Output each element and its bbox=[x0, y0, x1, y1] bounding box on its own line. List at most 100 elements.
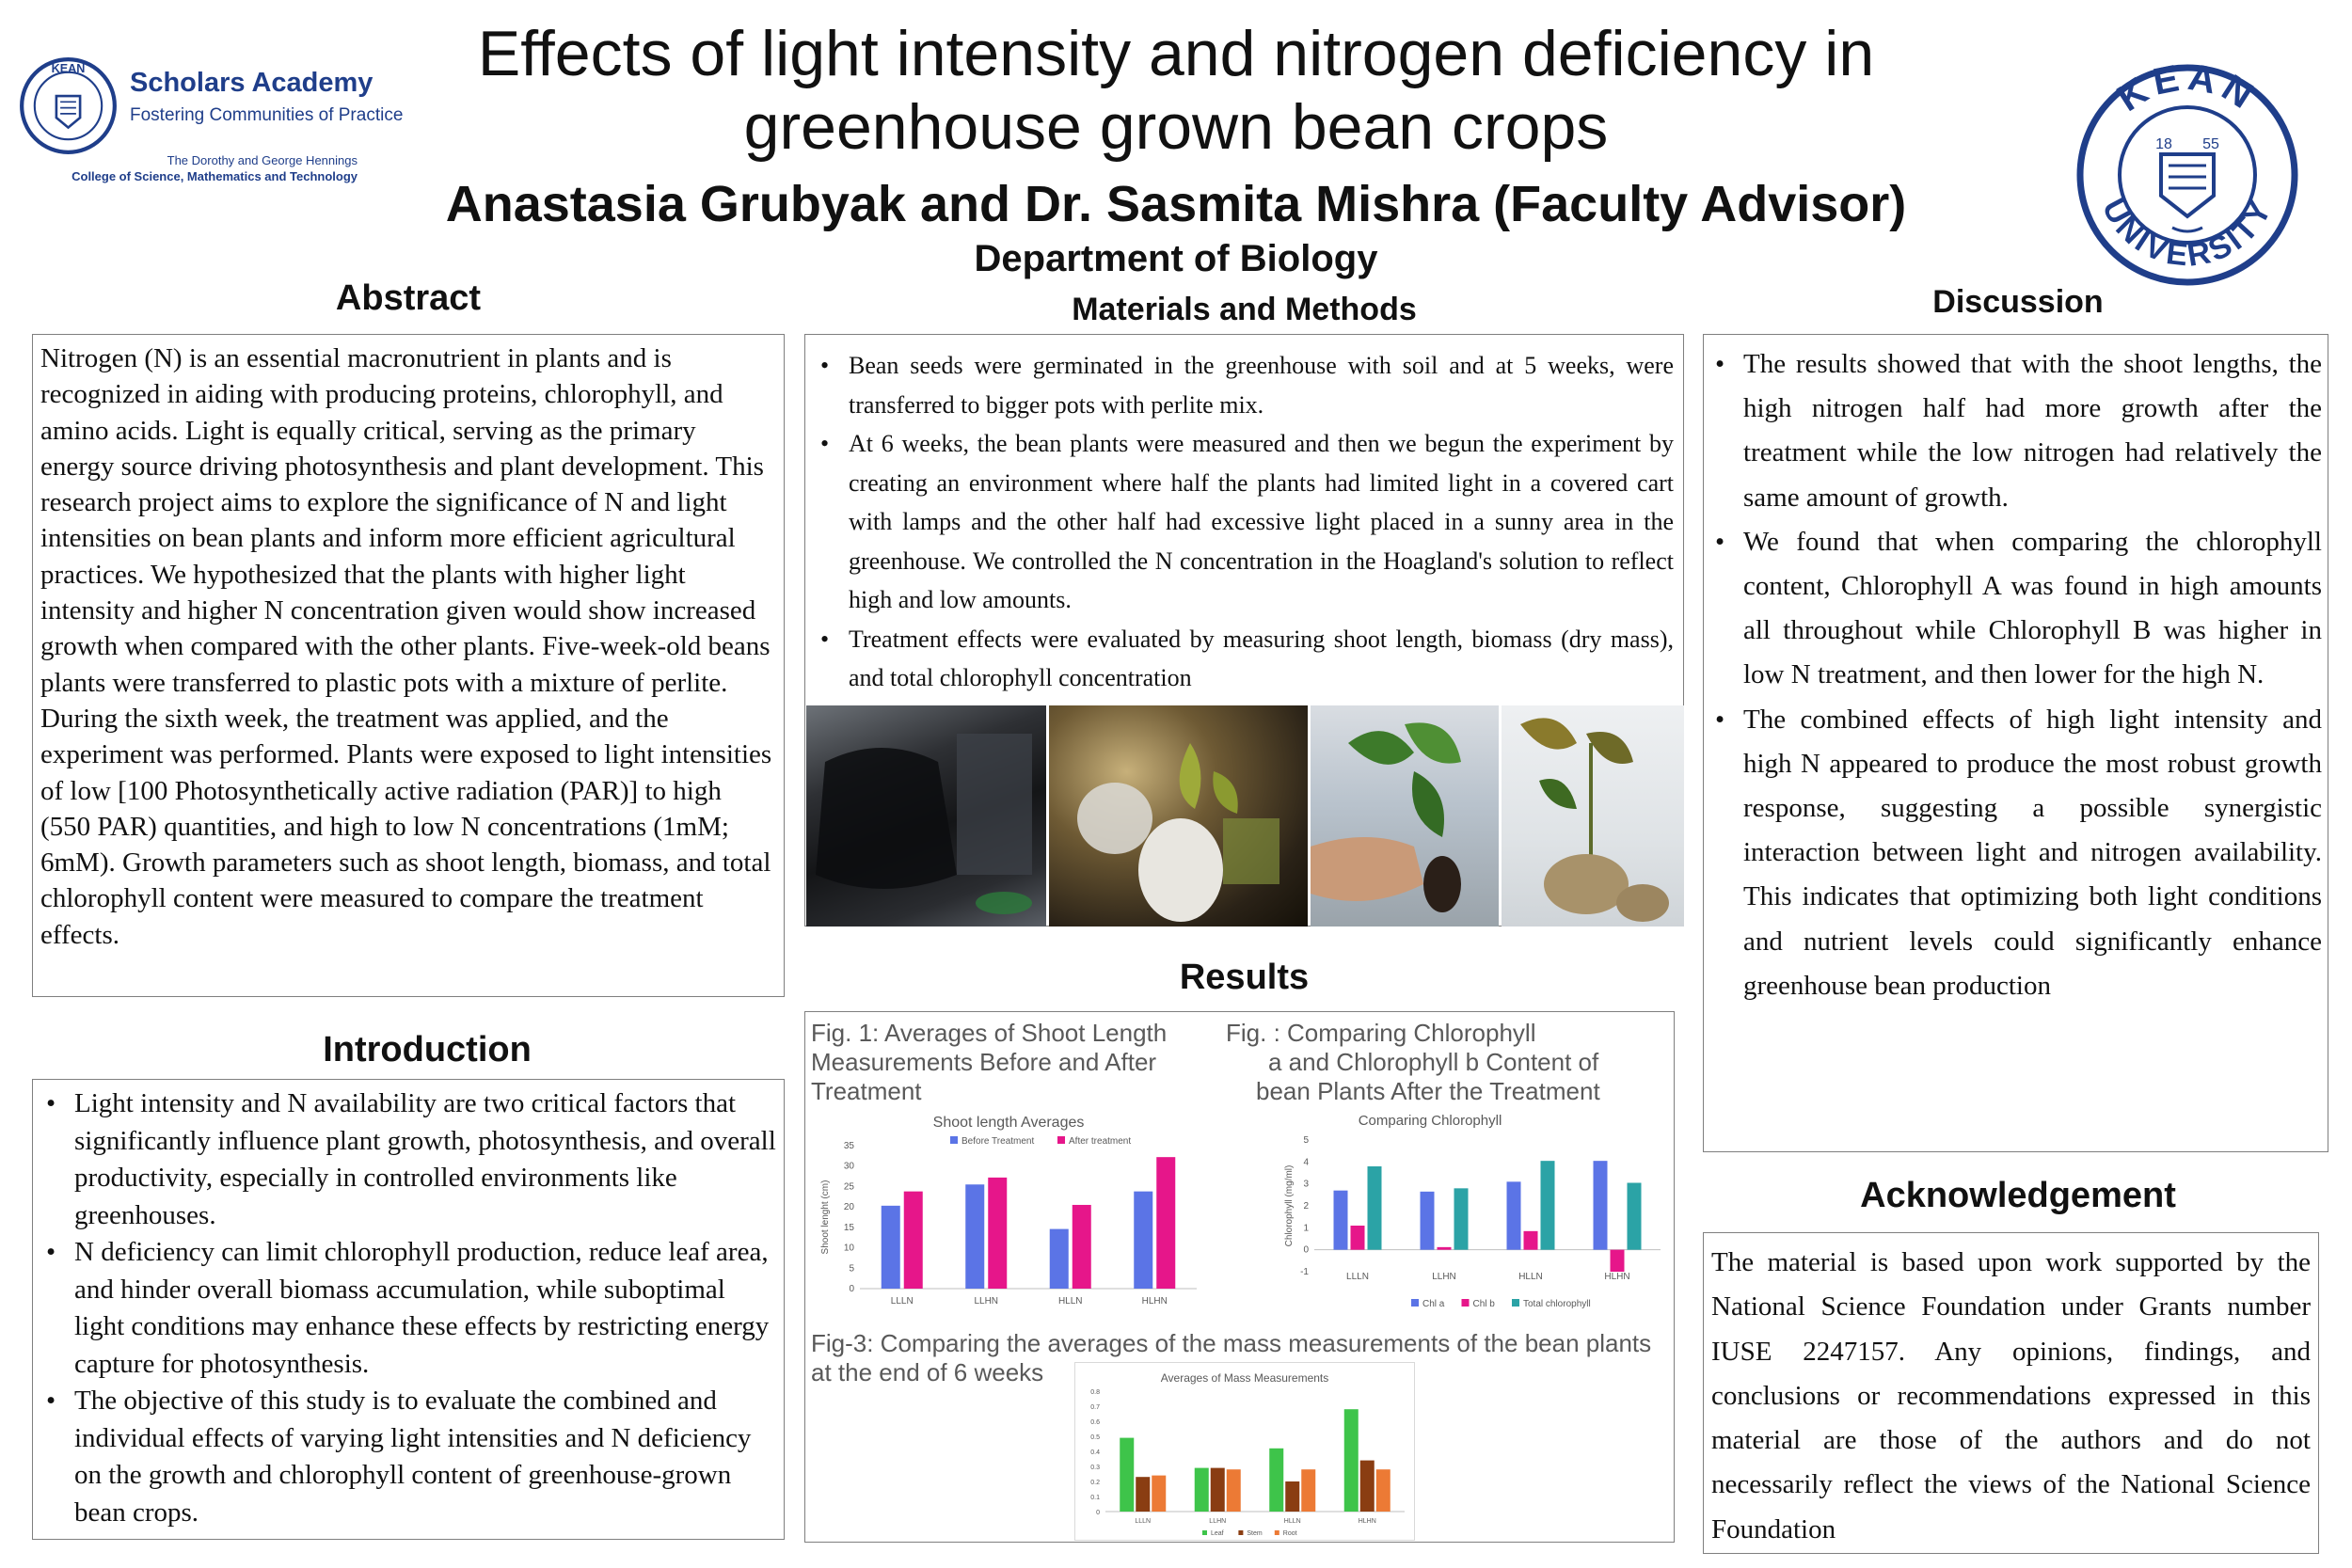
y-tick-label: 0 bbox=[1303, 1245, 1309, 1256]
y-tick-label: 5 bbox=[849, 1263, 854, 1274]
y-axis-label: Chlorophyll (mg/ml) bbox=[1284, 1165, 1295, 1247]
discussion-item: The results showed that with the shoot l… bbox=[1715, 342, 2322, 520]
x-tick-label: LLLN bbox=[1135, 1518, 1151, 1525]
bar bbox=[1136, 1477, 1151, 1512]
bar bbox=[1593, 1161, 1608, 1250]
poster-title: Effects of light intensity and nitrogen … bbox=[282, 17, 2070, 164]
y-tick-label: 35 bbox=[844, 1141, 855, 1151]
kean-seal-icon: KEAN UNIVERSITY 18 55 bbox=[2076, 56, 2298, 286]
abstract-box: Nitrogen (N) is an essential macronutrie… bbox=[32, 334, 785, 997]
legend-swatch bbox=[1238, 1530, 1244, 1535]
y-tick-label: 0.3 bbox=[1090, 1465, 1100, 1471]
x-tick-label: LLHN bbox=[1209, 1518, 1226, 1525]
bar bbox=[1210, 1467, 1225, 1512]
discussion-heading: Discussion bbox=[1932, 284, 2104, 320]
kean-university-seal: KEAN UNIVERSITY 18 55 bbox=[2074, 56, 2300, 288]
fig2-caption-line-1: Fig. : Comparing Chlorophyll bbox=[1226, 1019, 1536, 1047]
y-tick-label: 0.7 bbox=[1090, 1404, 1100, 1411]
acknowledgement-heading: Acknowledgement bbox=[1860, 1176, 2176, 1215]
bar bbox=[1506, 1181, 1521, 1250]
bar bbox=[1454, 1188, 1469, 1250]
fig2-caption-line-2: a and Chlorophyll b Content of bbox=[1268, 1048, 1599, 1076]
legend-swatch bbox=[1512, 1299, 1519, 1307]
y-tick-label: 0 bbox=[849, 1284, 854, 1294]
bar bbox=[1072, 1204, 1091, 1289]
legend-label: Leaf bbox=[1211, 1530, 1224, 1537]
discussion-item: We found that when comparing the chlorop… bbox=[1715, 520, 2322, 698]
methods-heading: Materials and Methods bbox=[1072, 292, 1417, 327]
bar bbox=[1156, 1157, 1176, 1289]
y-tick-label: 25 bbox=[844, 1181, 855, 1192]
acknowledgement-text: The material is based upon work supporte… bbox=[1711, 1247, 2311, 1544]
abstract-text: Nitrogen (N) is an essential macronutrie… bbox=[40, 343, 772, 950]
x-tick-label: HLLN bbox=[1284, 1518, 1301, 1525]
y-tick-label: 0.4 bbox=[1090, 1449, 1100, 1456]
y-tick-label: 0.5 bbox=[1090, 1434, 1100, 1441]
acknowledgement-box: The material is based upon work supporte… bbox=[1703, 1232, 2319, 1554]
legend-swatch bbox=[1057, 1136, 1065, 1144]
y-tick-label: 3 bbox=[1303, 1180, 1309, 1190]
fig3-caption: Fig-3: Comparing the averages of the mas… bbox=[811, 1329, 1652, 1386]
methods-item: Treatment effects were evaluated by meas… bbox=[820, 620, 1674, 698]
discussion-list: The results showed that with the shoot l… bbox=[1709, 342, 2322, 1008]
bar bbox=[1375, 1469, 1391, 1512]
bar bbox=[1523, 1230, 1538, 1250]
bar bbox=[881, 1205, 900, 1289]
results-box bbox=[804, 1011, 1675, 1543]
x-tick-label: LLLN bbox=[891, 1296, 914, 1307]
y-tick-label: 10 bbox=[844, 1243, 855, 1254]
legend-label: Stem bbox=[1247, 1530, 1263, 1537]
bar bbox=[1627, 1182, 1642, 1250]
scholars-academy-name: Scholars Academy bbox=[130, 68, 373, 98]
photo-plant-in-hand bbox=[1311, 705, 1499, 927]
title-line-2: greenhouse grown bean crops bbox=[743, 91, 1609, 163]
results-heading: Results bbox=[1179, 958, 1310, 997]
abstract-heading: Abstract bbox=[335, 278, 482, 318]
legend-label: Total chlorophyll bbox=[1523, 1299, 1591, 1309]
x-tick-label: HLLN bbox=[1518, 1272, 1543, 1282]
y-tick-label: 0 bbox=[1096, 1510, 1100, 1516]
y-tick-label: 1 bbox=[1303, 1223, 1309, 1233]
shoot-length-chart: Shoot length Averages 0 5 10 15 20 25 30 35 Shoot… bbox=[820, 1115, 1197, 1307]
bar bbox=[1359, 1460, 1375, 1512]
bar bbox=[1285, 1481, 1300, 1512]
title-line-1: Effects of light intensity and nitrogen … bbox=[477, 18, 1875, 89]
scholars-academy-logo: KEAN Scholars Academy Fostering Communit… bbox=[19, 56, 403, 188]
bar bbox=[1437, 1246, 1452, 1250]
introduction-item: N deficiency can limit chlorophyll produ… bbox=[46, 1234, 776, 1383]
discussion-box: The results showed that with the shoot l… bbox=[1703, 334, 2328, 1152]
introduction-item: Light intensity and N availability are t… bbox=[46, 1085, 776, 1234]
svg-text:18: 18 bbox=[2155, 136, 2172, 152]
legend-swatch bbox=[1411, 1299, 1419, 1307]
bar bbox=[1343, 1409, 1359, 1512]
bar bbox=[1269, 1448, 1284, 1512]
legend-swatch bbox=[1461, 1299, 1470, 1307]
legend-swatch bbox=[1202, 1530, 1207, 1535]
legend-label: After treatment bbox=[1069, 1136, 1131, 1147]
svg-text:KEAN: KEAN bbox=[52, 62, 86, 75]
methods-item: Bean seeds were germinated in the greenh… bbox=[820, 346, 1674, 424]
legend-label: Chl b bbox=[1473, 1299, 1496, 1309]
y-tick-label: 2 bbox=[1303, 1201, 1309, 1212]
legend-label: Chl a bbox=[1422, 1299, 1445, 1309]
bar bbox=[965, 1184, 985, 1289]
chart-title: Shoot length Averages bbox=[933, 1115, 1085, 1131]
bar bbox=[1367, 1166, 1382, 1250]
fig2-caption-line-3: bean Plants After the Treatment bbox=[1256, 1077, 1600, 1105]
bar bbox=[1152, 1475, 1167, 1512]
x-tick-label: HLHN bbox=[1604, 1272, 1629, 1282]
photo-plant-roots bbox=[1502, 705, 1684, 927]
legend-label: Before Treatment bbox=[961, 1136, 1034, 1147]
bar bbox=[1049, 1228, 1069, 1289]
introduction-heading: Introduction bbox=[323, 1030, 532, 1069]
bar bbox=[1420, 1191, 1435, 1250]
bar bbox=[903, 1191, 923, 1289]
college-line-2: College of Science, Mathematics and Tech… bbox=[72, 169, 358, 183]
y-tick-label: 5 bbox=[1303, 1135, 1309, 1146]
kean-seal-small-icon: KEAN bbox=[20, 57, 117, 154]
fig1-caption: Fig. 1: Averages of Shoot Length Measure… bbox=[811, 1019, 1168, 1105]
introduction-item: The objective of this study is to evalua… bbox=[46, 1383, 776, 1531]
y-tick-label: 0.2 bbox=[1090, 1480, 1100, 1486]
y-tick-label: -1 bbox=[1300, 1267, 1309, 1277]
y-tick-label: 4 bbox=[1303, 1157, 1309, 1167]
